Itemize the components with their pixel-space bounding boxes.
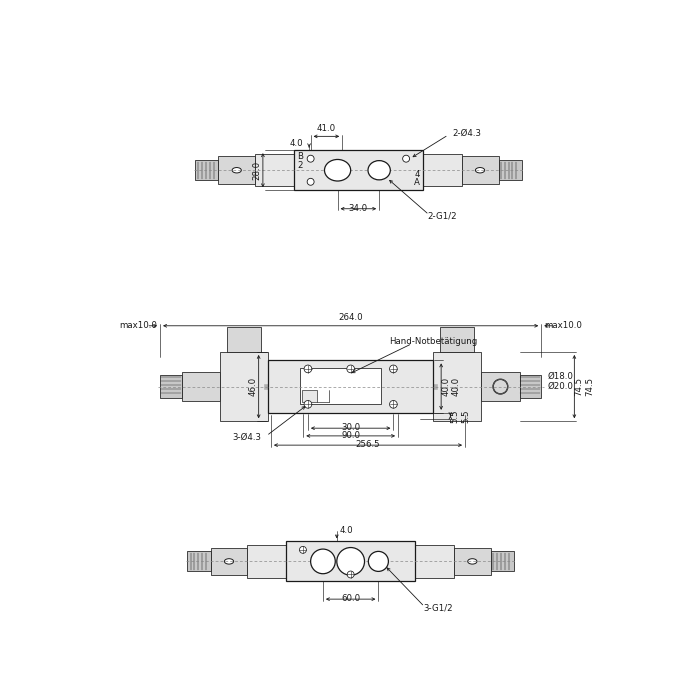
Circle shape	[347, 571, 354, 578]
Bar	[220, 352, 268, 421]
Circle shape	[300, 547, 307, 553]
Bar	[434, 352, 481, 421]
Bar	[481, 372, 520, 401]
Text: 2-G1/2: 2-G1/2	[427, 212, 457, 221]
Bar	[227, 328, 261, 352]
Bar	[431, 384, 437, 389]
Text: Hand-Notbetätigung: Hand-Notbetätigung	[389, 337, 477, 346]
Text: 28.0: 28.0	[252, 161, 261, 180]
Bar	[302, 390, 317, 402]
Text: 41.0: 41.0	[317, 123, 336, 132]
Bar	[415, 545, 454, 578]
Bar	[454, 547, 491, 575]
Ellipse shape	[475, 167, 484, 173]
Text: 60.0: 60.0	[341, 594, 360, 603]
Bar	[423, 154, 461, 186]
Ellipse shape	[368, 160, 390, 180]
Text: 40.0: 40.0	[452, 377, 461, 396]
Circle shape	[307, 155, 314, 162]
Text: 4.0: 4.0	[339, 526, 353, 535]
Bar	[210, 547, 247, 575]
Bar	[195, 160, 218, 180]
Bar	[255, 154, 293, 186]
Text: 2: 2	[297, 161, 302, 170]
Circle shape	[390, 365, 397, 373]
Circle shape	[369, 552, 388, 571]
Bar	[160, 375, 182, 398]
Text: 4.0: 4.0	[289, 139, 303, 148]
Bar	[247, 545, 286, 578]
Text: 46.0: 46.0	[248, 377, 257, 396]
Bar	[293, 150, 423, 190]
Circle shape	[304, 400, 312, 408]
Circle shape	[307, 178, 314, 186]
Text: 4: 4	[414, 170, 420, 179]
Text: max10.0: max10.0	[119, 321, 157, 330]
Bar	[286, 541, 415, 582]
Text: Ø20.0: Ø20.0	[547, 382, 573, 391]
Circle shape	[390, 400, 397, 408]
Text: 3-Ø4.3: 3-Ø4.3	[233, 433, 262, 442]
Bar	[218, 156, 255, 184]
Circle shape	[347, 365, 355, 373]
Text: 40.0: 40.0	[441, 377, 450, 396]
Ellipse shape	[325, 160, 351, 181]
Bar	[498, 160, 521, 180]
Bar	[182, 372, 220, 401]
Text: 264.0: 264.0	[338, 313, 363, 322]
Bar	[300, 368, 381, 403]
Text: B: B	[297, 152, 303, 161]
Text: max10.0: max10.0	[544, 321, 582, 330]
Bar	[520, 375, 542, 398]
Circle shape	[304, 365, 312, 373]
Text: 74.5: 74.5	[574, 377, 583, 396]
Text: A: A	[414, 178, 420, 187]
Text: 30.0: 30.0	[341, 423, 360, 432]
Bar	[187, 552, 210, 571]
Circle shape	[337, 547, 365, 575]
Ellipse shape	[224, 559, 233, 564]
Bar	[461, 156, 498, 184]
Bar	[268, 360, 434, 413]
Bar	[264, 384, 270, 389]
Bar	[491, 552, 514, 571]
Text: 5.5: 5.5	[451, 409, 459, 423]
Text: 5.5: 5.5	[461, 409, 470, 423]
Ellipse shape	[468, 559, 477, 564]
Text: 90.0: 90.0	[341, 430, 360, 440]
Text: 34.0: 34.0	[348, 204, 368, 213]
Circle shape	[403, 155, 410, 162]
Circle shape	[311, 549, 335, 574]
Text: 2-Ø4.3: 2-Ø4.3	[452, 129, 482, 138]
Text: 74.5: 74.5	[585, 377, 594, 396]
Bar	[441, 328, 474, 352]
Text: Ø18.0: Ø18.0	[547, 371, 573, 380]
Text: 256.5: 256.5	[355, 440, 381, 449]
Ellipse shape	[232, 167, 241, 173]
Text: 3-G1/2: 3-G1/2	[423, 604, 452, 613]
